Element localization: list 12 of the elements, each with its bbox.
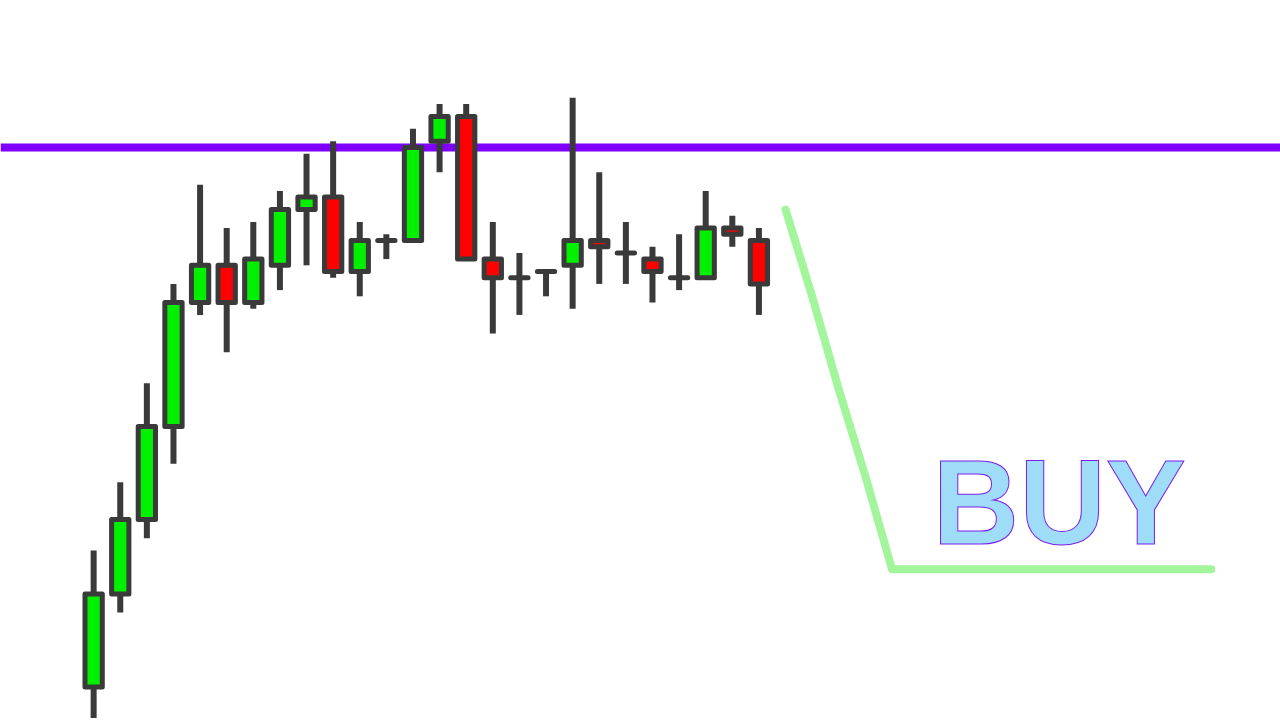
candlestick <box>481 221 504 334</box>
candlestick <box>588 172 611 284</box>
candlestick <box>295 153 318 266</box>
candlestick <box>508 252 531 315</box>
annotation: BUY <box>932 434 1186 569</box>
candlestick <box>721 215 744 247</box>
candlestick <box>561 97 584 309</box>
candlestick <box>614 221 638 284</box>
candlestick <box>375 234 398 260</box>
candlestick <box>667 234 691 291</box>
candlestick <box>641 246 664 303</box>
candlestick <box>534 269 558 297</box>
